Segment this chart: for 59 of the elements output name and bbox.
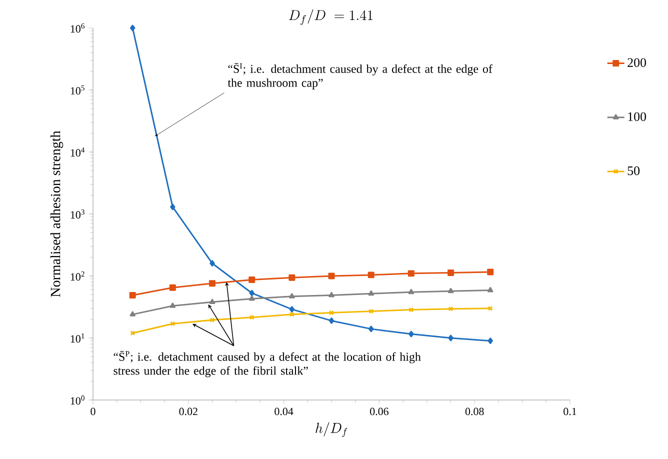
point (170, 321, 176, 326)
point (328, 272, 335, 280)
legend-label: 200 (628, 58, 646, 67)
x-tick-label: 0.1 (564, 408, 576, 416)
legend-label: 50 (628, 166, 640, 176)
point (368, 326, 374, 332)
y-axis-title: Normalised adhesion strength (50, 130, 64, 297)
point (248, 276, 256, 283)
y-tick-label: 10$^{1}$ (70, 333, 84, 343)
x-tick-label: 0.04 (274, 408, 294, 416)
point (209, 298, 216, 304)
point (408, 288, 414, 294)
point (130, 24, 136, 32)
point (408, 330, 414, 338)
point (129, 292, 136, 298)
point (408, 307, 414, 312)
y-tick-label: 10$^{2}$ (70, 271, 84, 281)
point (248, 295, 255, 301)
point (487, 268, 494, 276)
annotation: “S̄$^{P}$; i.e. detachment caused by a defect at the location of high stress under the edge of the fibril stalk” (114, 351, 421, 378)
y-tick-label: 10$^{0}$ (70, 395, 84, 405)
point (289, 293, 295, 298)
point (170, 302, 176, 308)
legend-label: 100 (628, 112, 646, 122)
y-tick-label: 10$^{6}$ (70, 23, 85, 33)
point (288, 274, 296, 281)
chart-title: $D_f/D\ = 1.41$ (288, 9, 373, 25)
x-tick-label: 0 (90, 408, 96, 416)
point (368, 272, 374, 278)
point (368, 308, 374, 314)
point (289, 312, 294, 317)
point (487, 286, 494, 292)
annotation: “S̄$^{I}$; i.e. detachment caused by a defect at the edge of the mushroom cap” (228, 63, 492, 90)
point (328, 317, 334, 324)
point (408, 270, 414, 277)
y-tick-label: 10$^{3}$ (70, 209, 84, 219)
x-tick-label: 0.06 (370, 408, 388, 416)
point (368, 290, 374, 296)
point (209, 280, 216, 287)
point (169, 284, 176, 291)
point (448, 288, 454, 294)
y-tick-label: 10$^{4}$ (70, 147, 85, 157)
x-tick-label: 0.08 (465, 408, 484, 416)
point (488, 338, 493, 344)
point (210, 318, 215, 323)
point (210, 260, 215, 267)
point (170, 204, 176, 210)
x-axis-title: $h/D_f$ (316, 422, 348, 438)
point (448, 306, 454, 312)
point (289, 306, 295, 313)
x-tick-label: 0.02 (179, 408, 198, 416)
y-tick-label: 10$^{5}$ (70, 85, 84, 95)
point (448, 269, 454, 276)
point (328, 292, 334, 298)
point (249, 290, 254, 296)
point (249, 314, 254, 320)
point (328, 310, 334, 316)
point (448, 334, 454, 342)
point (130, 311, 136, 316)
